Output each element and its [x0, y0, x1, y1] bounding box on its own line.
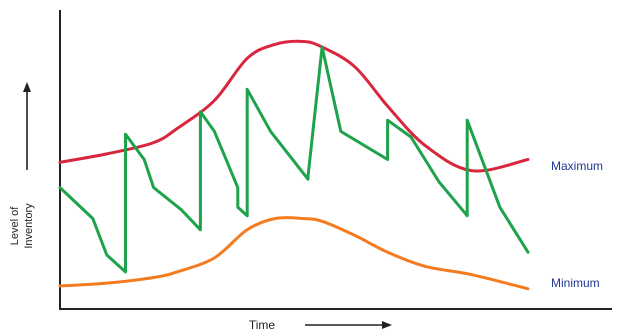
x-axis-arrow-head: [382, 321, 392, 329]
y-axis-label-line1: Level of: [9, 206, 21, 245]
minimum-line: [58, 216, 530, 291]
y-axis-arrow-head: [23, 82, 31, 92]
inventory-level-line: [58, 45, 530, 274]
maximum-line: [58, 39, 530, 173]
series-layer: [58, 39, 530, 291]
x-axis-label: Time: [249, 318, 276, 332]
maximum-label: Maximum: [551, 159, 603, 173]
y-axis-label-line2: Inventory: [23, 203, 35, 249]
minimum-label: Minimum: [551, 276, 600, 290]
